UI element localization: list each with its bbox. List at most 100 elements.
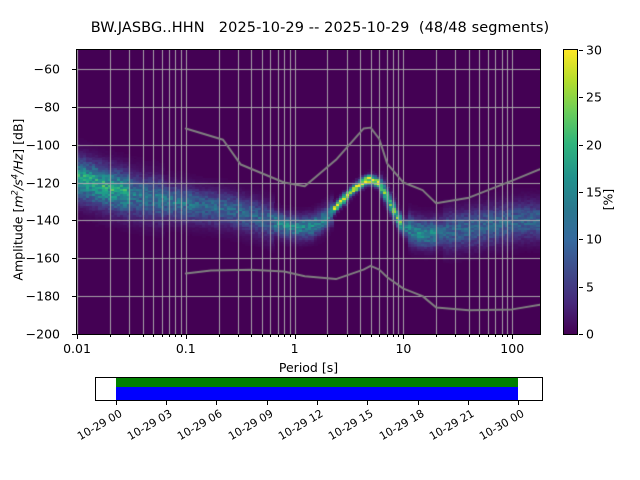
coverage-tick-label: 10-29 15: [326, 407, 376, 443]
coverage-tick-mark: [316, 401, 318, 405]
x-tick-mark: [168, 335, 170, 337]
x-tick-mark: [479, 335, 481, 337]
x-tick-mark: [392, 335, 394, 337]
x-tick-label: 1: [290, 341, 299, 356]
colorbar-tick-label: 10: [586, 231, 602, 247]
figure-title: BW.JASBG..HHN 2025-10-29 -- 2025-10-29 (…: [90, 20, 550, 36]
x-tick-mark: [398, 335, 400, 337]
x-axis-label: Period [s]: [278, 360, 339, 375]
coverage-tick-label: 10-30 00: [477, 407, 527, 443]
x-tick-mark: [455, 335, 457, 337]
x-tick-mark: [218, 335, 220, 337]
x-tick-mark: [237, 335, 239, 337]
coverage-tick-label: 10-29 12: [276, 407, 326, 443]
y-tick-label: −80: [33, 99, 60, 115]
x-tick-mark: [327, 335, 329, 337]
x-tick-mark: [346, 335, 348, 337]
y-tick-label: −140: [25, 212, 60, 228]
coverage-tick-mark: [266, 401, 268, 405]
coverage-tick-label: 10-29 18: [376, 407, 427, 443]
coverage-tick-label: 10-29 03: [125, 407, 175, 443]
x-tick-mark: [277, 335, 279, 337]
colorbar-tick-mark: [579, 286, 583, 288]
x-tick-mark: [251, 335, 253, 337]
x-tick-mark: [142, 335, 144, 337]
x-tick-mark: [507, 335, 509, 337]
colorbar[interactable]: [563, 49, 578, 335]
coverage-tick-mark: [467, 401, 469, 405]
x-tick-mark: [495, 335, 497, 337]
colorbar-tick-label: 15: [586, 184, 602, 200]
x-tick-mark: [109, 335, 111, 337]
y-tick-label: −120: [25, 175, 60, 191]
y-tick-mark: [72, 220, 76, 222]
x-tick-mark: [488, 335, 490, 337]
x-tick-mark: [77, 335, 78, 339]
coverage-tick-mark: [367, 401, 369, 405]
colorbar-tick-label: 20: [586, 137, 602, 153]
x-tick-mark: [185, 335, 187, 339]
y-tick-label: −160: [25, 250, 60, 266]
coverage-bar-used-data: [115, 387, 519, 400]
y-tick-label: −60: [33, 61, 60, 77]
y-tick-mark: [72, 296, 76, 298]
colorbar-tick-label: 30: [586, 42, 602, 58]
x-tick-mark: [270, 335, 272, 337]
y-tick-mark: [72, 68, 76, 70]
ppsd-axes[interactable]: [76, 49, 541, 335]
x-tick-mark: [284, 335, 286, 337]
x-tick-mark: [261, 335, 263, 337]
coverage-tick-label: 10-29 06: [175, 407, 225, 443]
x-tick-label: 0.01: [63, 341, 91, 356]
coverage-tick-mark: [166, 401, 168, 405]
coverage-tick-mark: [417, 401, 419, 405]
x-tick-mark: [512, 335, 514, 339]
colorbar-tick-label: 5: [586, 279, 594, 295]
colorbar-tick-mark: [579, 239, 583, 241]
coverage-bar-all-data: [115, 378, 519, 387]
x-tick-mark: [289, 335, 291, 337]
x-tick-mark: [153, 335, 155, 337]
x-tick-mark: [180, 335, 182, 337]
coverage-tick-mark: [216, 401, 218, 405]
y-tick-mark: [72, 182, 76, 184]
x-tick-mark: [386, 335, 388, 337]
y-tick-label: −180: [25, 288, 60, 304]
x-tick-label: 0.1: [175, 341, 196, 356]
x-tick-mark: [128, 335, 130, 337]
x-tick-label: 10: [395, 341, 412, 356]
y-axis-label: Amplitude [m2/s4/Hz] [dB]: [10, 118, 26, 281]
x-tick-mark: [360, 335, 362, 337]
y-axis-label-suffix: ] [dB]: [10, 118, 26, 154]
x-tick-mark: [403, 335, 405, 339]
coverage-tick-label: 10-29 21: [426, 407, 477, 443]
coverage-tick-label: 10-29 00: [75, 407, 125, 443]
colorbar-tick-mark: [579, 144, 583, 146]
x-tick-mark: [501, 335, 503, 337]
colorbar-tick-label: 25: [586, 89, 602, 105]
colorbar-tick-mark: [579, 192, 583, 193]
colorbar-tick-mark: [579, 97, 583, 99]
y-axis-label-prefix: Amplitude [: [10, 207, 26, 281]
x-tick-mark: [436, 335, 438, 337]
x-tick-mark: [294, 335, 296, 339]
x-tick-mark: [161, 335, 163, 337]
coverage-tick-mark: [518, 401, 520, 405]
data-coverage-axes[interactable]: [95, 377, 543, 401]
y-tick-mark: [72, 258, 76, 260]
y-tick-mark: [72, 106, 76, 108]
y-tick-label: −200: [25, 326, 60, 342]
y-tick-label: −100: [25, 137, 60, 153]
x-tick-mark: [379, 335, 381, 337]
x-tick-mark: [468, 335, 470, 337]
y-tick-mark: [72, 144, 76, 146]
colorbar-tick-label: 0: [586, 326, 594, 342]
y-tick-mark: [72, 334, 76, 335]
colorbar-tick-mark: [579, 334, 583, 335]
ppsd-histogram-canvas: [77, 50, 540, 334]
colorbar-label: [%]: [600, 188, 616, 211]
coverage-tick-label: 10-29 09: [225, 407, 276, 443]
x-tick-label: 100: [500, 341, 525, 356]
x-tick-mark: [175, 335, 177, 337]
